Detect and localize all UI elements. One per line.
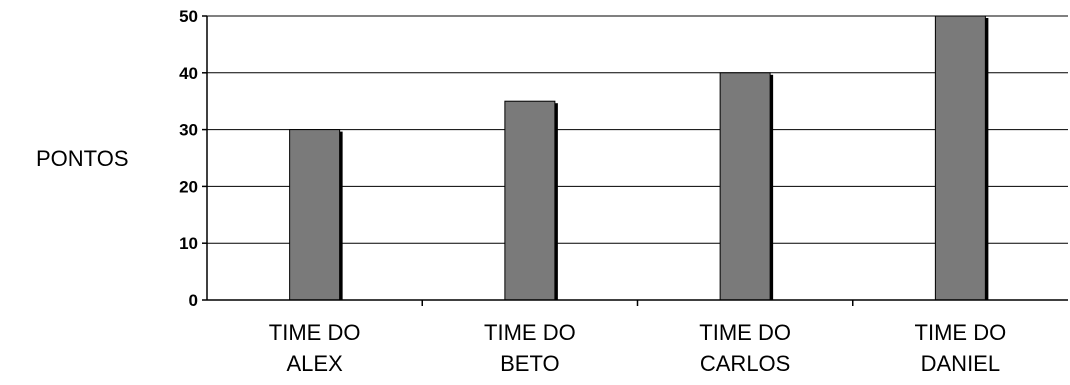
bars [289, 15, 989, 301]
bar [719, 72, 771, 301]
y-tick-label: 30 [179, 121, 198, 140]
y-tick-label: 50 [179, 7, 198, 26]
x-category-label: TIME DO [699, 320, 791, 345]
grid-lines [207, 15, 1068, 244]
x-category-label: TIME DO [269, 320, 361, 345]
y-tick-label: 20 [179, 177, 198, 196]
bar [504, 100, 556, 301]
y-tick-label: 0 [189, 291, 198, 310]
x-category-label: ALEX [286, 351, 343, 376]
y-axis-label: PONTOS [36, 146, 129, 171]
axes [202, 15, 1068, 306]
bar [934, 15, 986, 301]
x-category-label: CARLOS [700, 351, 790, 376]
y-tick-label: 40 [179, 64, 198, 83]
category-labels: TIME DO ALEX TIME DO BETO TIME DO CARLOS TIME … [269, 320, 1006, 376]
y-tick-labels: 0 10 20 30 40 50 [179, 7, 198, 310]
bar [289, 129, 341, 301]
x-category-label: BETO [500, 351, 560, 376]
x-category-label: TIME DO [484, 320, 576, 345]
x-category-label: TIME DO [915, 320, 1007, 345]
x-category-label: DANIEL [921, 351, 1000, 376]
y-tick-label: 10 [179, 234, 198, 253]
